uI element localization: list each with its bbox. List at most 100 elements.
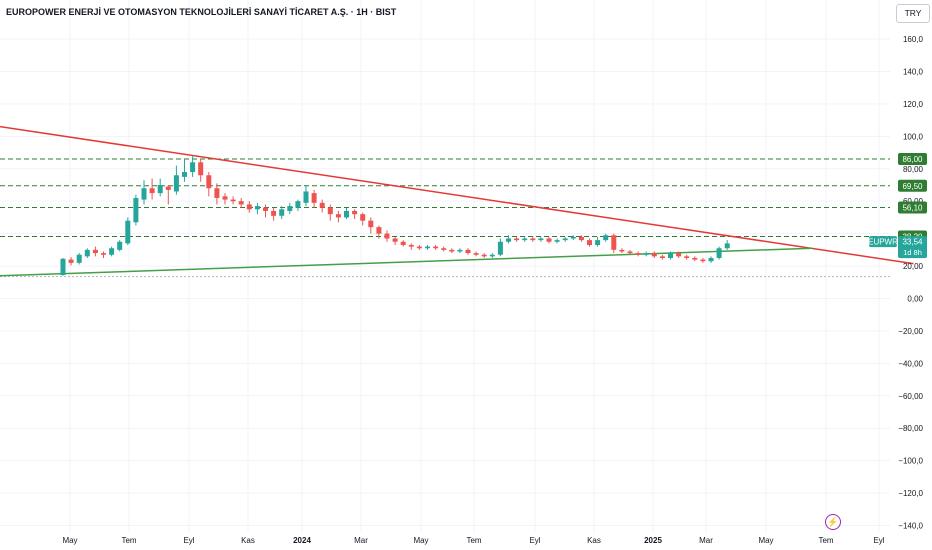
candle-body bbox=[473, 253, 479, 255]
candle-body bbox=[141, 188, 147, 200]
candle-body bbox=[287, 206, 293, 211]
level-badge-label: 86,00 bbox=[902, 155, 923, 164]
x-tick-label: Kas bbox=[587, 536, 601, 545]
y-tick-label: 20,00 bbox=[903, 262, 924, 271]
candle-body bbox=[497, 241, 503, 255]
y-tick-label: 80,00 bbox=[903, 165, 924, 174]
x-tick-label: May bbox=[62, 536, 77, 545]
candle-body bbox=[352, 210, 358, 215]
time-axis[interactable]: May Tem Eyl Kas 2024 Mar May Tem Eyl Kas 2025 Mar Ma… bbox=[62, 536, 884, 545]
x-tick-label: Eyl bbox=[529, 536, 540, 545]
candle-body bbox=[425, 246, 430, 249]
candle-body bbox=[68, 259, 74, 263]
resistance-trendline bbox=[0, 125, 914, 265]
candle-body bbox=[311, 193, 317, 203]
candle-body bbox=[254, 206, 260, 210]
candle-body bbox=[562, 238, 568, 241]
candle-body bbox=[570, 236, 576, 239]
level-badge bbox=[898, 201, 927, 214]
candle-body bbox=[295, 201, 301, 208]
currency-button[interactable]: TRY bbox=[896, 4, 930, 23]
candle-body bbox=[271, 210, 277, 216]
candle-body bbox=[368, 220, 374, 228]
candle-body bbox=[214, 188, 220, 198]
candle-body bbox=[198, 162, 204, 176]
candle-body bbox=[724, 243, 730, 249]
y-tick-label: −40,00 bbox=[898, 359, 923, 368]
candle-body bbox=[384, 233, 390, 239]
candle-body bbox=[441, 248, 447, 250]
candle-body bbox=[222, 196, 228, 200]
candle-body bbox=[416, 246, 422, 249]
candle-body bbox=[190, 162, 196, 173]
candle-body bbox=[676, 253, 682, 257]
candle-body bbox=[619, 249, 625, 252]
candle-body bbox=[708, 257, 714, 262]
candle-body bbox=[263, 207, 268, 211]
candle-body bbox=[327, 207, 333, 215]
candle-body bbox=[400, 241, 406, 245]
x-tick-label: Tem bbox=[121, 536, 136, 545]
candle-body bbox=[514, 238, 520, 241]
horizontal-levels bbox=[0, 158, 890, 278]
candle-body bbox=[506, 238, 511, 242]
y-tick-label: −140,0 bbox=[898, 522, 923, 531]
candle-body bbox=[335, 214, 341, 218]
candle-body bbox=[578, 236, 584, 241]
y-tick-label: −120,0 bbox=[898, 489, 923, 498]
candle-body bbox=[684, 256, 690, 258]
y-tick-label: 140,0 bbox=[903, 67, 924, 76]
candle-body bbox=[60, 258, 66, 275]
candle-body bbox=[133, 197, 139, 223]
candle-body bbox=[101, 253, 106, 255]
candle-body bbox=[700, 259, 706, 262]
candle-body bbox=[457, 249, 463, 252]
chart-grid bbox=[0, 0, 890, 532]
lightning-bolt-icon[interactable]: ⚡ bbox=[825, 514, 841, 530]
x-tick-label: May bbox=[413, 536, 428, 545]
y-tick-label: 100,0 bbox=[903, 132, 924, 141]
candle-body bbox=[165, 186, 171, 190]
candle-body bbox=[603, 235, 609, 241]
candle-body bbox=[76, 254, 82, 263]
candle-body bbox=[627, 251, 633, 254]
y-tick-label: −20,00 bbox=[898, 327, 923, 336]
candle-body bbox=[522, 238, 528, 241]
candle-body bbox=[279, 209, 285, 216]
chart-title: EUROPOWER ENERJİ VE OTOMASYON TEKNOLOJİL… bbox=[6, 7, 397, 17]
level-badge-label: 69,50 bbox=[902, 182, 923, 191]
price-axis[interactable]: 160,0140,0120,0100,080,0060,0040,0020,00… bbox=[898, 35, 923, 530]
y-tick-label: 0,00 bbox=[907, 295, 923, 304]
x-tick-label: Tem bbox=[818, 536, 833, 545]
candle-body bbox=[408, 244, 414, 247]
support-trendline bbox=[0, 247, 813, 277]
candle-body bbox=[125, 220, 131, 244]
x-tick-label: Kas bbox=[241, 536, 255, 545]
candle-body bbox=[376, 227, 382, 234]
candle-body bbox=[481, 254, 487, 257]
x-tick-label: Eyl bbox=[183, 536, 194, 545]
candle-body bbox=[530, 238, 536, 241]
candle-body bbox=[392, 238, 398, 242]
candle-body bbox=[230, 199, 236, 202]
level-badge-label: 56,10 bbox=[902, 204, 923, 213]
x-tick-label: 2024 bbox=[293, 536, 311, 545]
symbol-badge bbox=[869, 236, 897, 248]
level-badge bbox=[898, 179, 927, 192]
candle-body bbox=[149, 188, 155, 194]
candle-body bbox=[538, 238, 544, 241]
candle-body bbox=[716, 248, 722, 258]
candle-body bbox=[595, 240, 601, 245]
level-badge bbox=[898, 153, 927, 166]
candle-body bbox=[238, 201, 244, 205]
candle-body bbox=[303, 191, 309, 203]
y-tick-label: 160,0 bbox=[903, 35, 924, 44]
candle-body bbox=[319, 202, 325, 208]
candle-body bbox=[554, 240, 560, 242]
candle-body bbox=[433, 246, 439, 249]
candle-body bbox=[635, 253, 641, 255]
x-tick-label: Mar bbox=[354, 536, 368, 545]
x-tick-label: Mar bbox=[699, 536, 713, 545]
